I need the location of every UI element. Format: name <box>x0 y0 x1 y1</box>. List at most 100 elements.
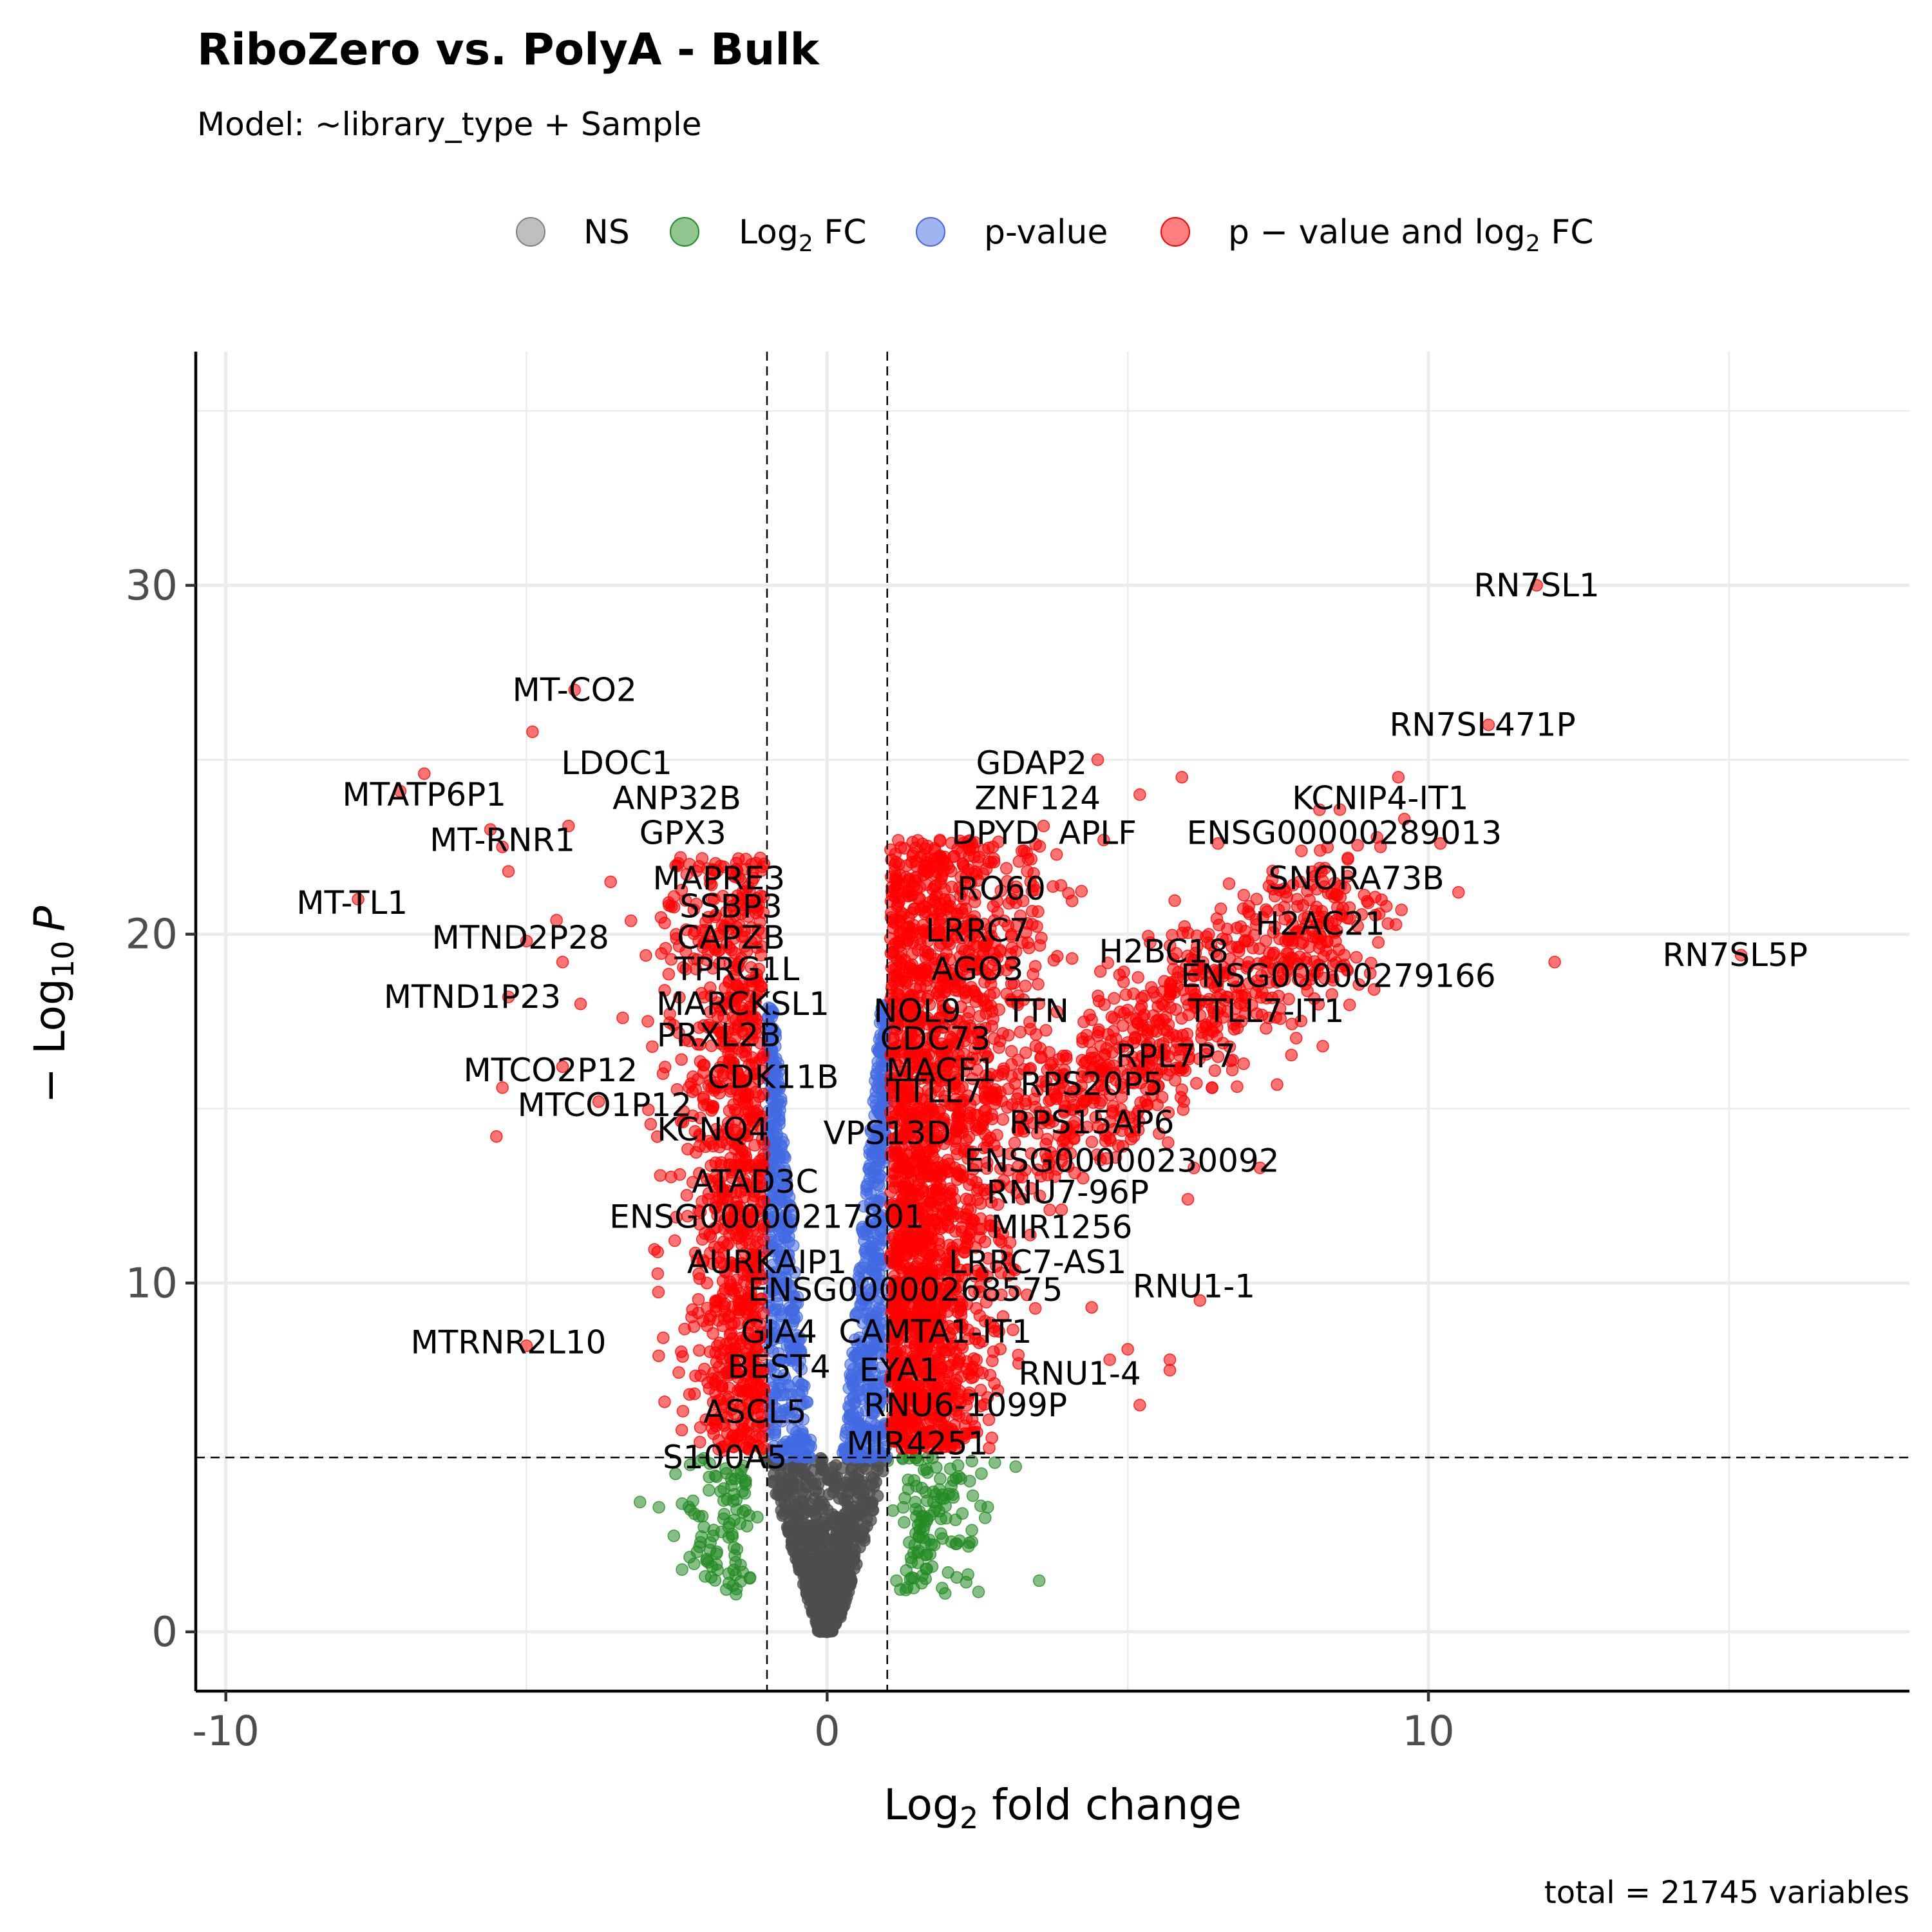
point-both <box>693 1344 706 1357</box>
point-fc <box>945 1535 958 1548</box>
point-both <box>929 1188 942 1201</box>
point-fc <box>743 1572 756 1585</box>
point-fc <box>923 1533 936 1547</box>
point-both <box>945 865 958 878</box>
point-both <box>1316 1039 1329 1053</box>
point-fc <box>972 1586 985 1598</box>
point-ns <box>848 1549 861 1562</box>
point-both <box>703 1345 717 1358</box>
point-both <box>919 951 933 965</box>
point-both <box>886 978 899 992</box>
point-both <box>662 967 676 981</box>
point-fc <box>734 1517 746 1530</box>
point-both <box>690 1146 703 1159</box>
point-both <box>686 1303 699 1316</box>
point-fc <box>920 1512 934 1526</box>
legend: NS Log2 FC p-value p − value and log2 FC <box>516 213 1594 257</box>
point-p <box>768 1118 781 1132</box>
point-p <box>864 1244 878 1256</box>
point-both <box>951 1124 963 1137</box>
point-both <box>1047 954 1061 967</box>
point-ns <box>804 1497 817 1510</box>
point-both <box>706 1327 719 1340</box>
point-both <box>965 1363 978 1376</box>
point-both <box>1035 931 1048 945</box>
point-both <box>668 1234 681 1247</box>
point-ns <box>783 1504 796 1518</box>
point-fc <box>919 1572 932 1586</box>
point-ns <box>806 1604 820 1618</box>
point-both <box>909 1238 922 1251</box>
legend-label-sub: 2 <box>799 231 813 257</box>
point-p <box>777 1148 790 1162</box>
point-both <box>996 1113 1010 1126</box>
point-fc <box>667 1530 681 1542</box>
point-both <box>675 1423 688 1437</box>
point-both <box>652 1349 665 1363</box>
legend-label-tail: FC <box>813 213 867 252</box>
point-both <box>672 1366 685 1379</box>
point-both <box>703 1313 716 1326</box>
chart-title: RiboZero vs. PolyA - Bulk <box>197 24 820 75</box>
point-fc <box>934 1527 947 1540</box>
point-ns <box>786 1533 799 1547</box>
point-ns <box>829 1511 842 1524</box>
point-ns <box>833 1526 847 1539</box>
point-both <box>929 1161 942 1175</box>
point-ns <box>805 1526 819 1539</box>
point-both <box>960 991 973 1004</box>
point-both <box>889 870 902 884</box>
point-both <box>652 1285 665 1299</box>
legend-label-sub: 2 <box>1526 231 1540 257</box>
legend-label-ns: NS <box>583 213 630 252</box>
point-ns <box>802 1539 815 1552</box>
point-both <box>651 1267 665 1280</box>
point-fc <box>751 1511 764 1524</box>
point-both <box>974 1197 987 1210</box>
point-ns <box>800 1587 813 1600</box>
point-ns <box>791 1478 804 1492</box>
point-both <box>688 1387 701 1401</box>
point-ns <box>834 1611 847 1624</box>
point-ns <box>867 1472 880 1485</box>
point-fc <box>726 1495 740 1508</box>
point-both <box>979 999 992 1012</box>
legend-label-fc: Log2 FC <box>739 213 867 257</box>
point-ns <box>766 1476 780 1489</box>
point-ns <box>839 1476 853 1490</box>
point-both <box>934 850 947 864</box>
point-fc <box>965 1524 978 1537</box>
legend-label-both: p − value and log2 FC <box>1228 213 1594 257</box>
point-both <box>972 1222 985 1236</box>
point-both <box>934 835 947 848</box>
point-ns <box>864 1513 877 1527</box>
point-both <box>716 1319 730 1332</box>
point-both <box>901 934 914 947</box>
point-fc <box>894 1583 907 1596</box>
point-both <box>942 1359 956 1373</box>
point-ns <box>858 1504 871 1517</box>
point-ns <box>822 1609 835 1622</box>
point-both <box>659 942 672 955</box>
point-fc <box>720 1583 733 1596</box>
legend-key-ns <box>516 217 545 247</box>
point-both <box>701 1302 714 1315</box>
point-both <box>886 1257 899 1270</box>
point-both <box>689 1369 702 1383</box>
point-fc <box>705 1560 719 1573</box>
point-both <box>887 963 900 976</box>
legend-key-p <box>916 217 945 247</box>
point-both <box>964 1203 977 1217</box>
point-fc <box>966 1489 980 1502</box>
point-fc <box>933 1504 946 1518</box>
point-fc <box>714 1484 727 1498</box>
point-p <box>873 1074 886 1088</box>
point-both <box>1231 1080 1244 1094</box>
point-ns <box>835 1589 848 1603</box>
point-both <box>918 966 931 980</box>
point-fc <box>727 1564 741 1577</box>
point-both <box>941 1219 954 1232</box>
point-ns <box>832 1571 846 1585</box>
point-fc <box>717 1508 731 1521</box>
point-both <box>692 1293 705 1306</box>
